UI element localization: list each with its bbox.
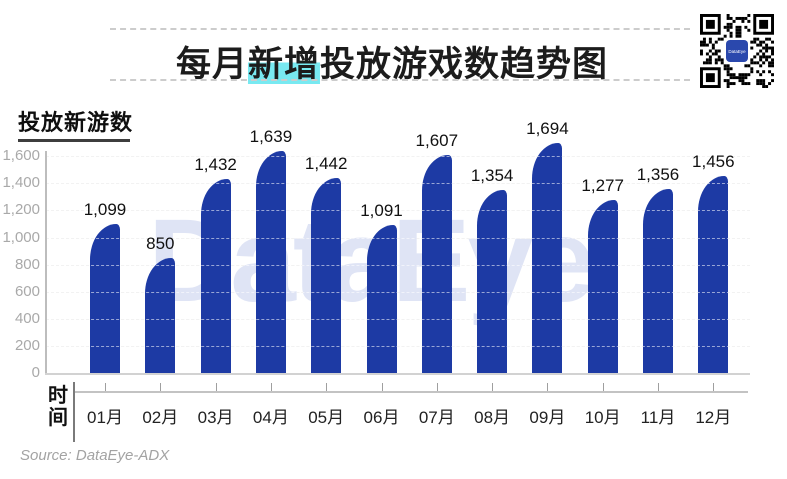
y-tick-label: 200 <box>14 336 40 354</box>
bar <box>255 150 286 373</box>
gridline-overlay <box>46 345 750 347</box>
y-axis-title-underline <box>18 139 130 142</box>
x-tick-label: 12月 <box>695 408 732 427</box>
page-title: 每月新增投放游戏数趋势图 <box>176 36 608 87</box>
x-axis-title-char-2: 间 <box>48 407 68 429</box>
y-axis-line <box>45 151 47 373</box>
x-tick-label: 11月 <box>640 408 676 427</box>
y-tick-label: 1,000 <box>2 228 40 246</box>
x-axis-tick <box>326 383 328 391</box>
x-tick-label: 09月 <box>529 408 566 427</box>
y-tick-label: 0 <box>31 364 40 381</box>
x-tick-label: 10月 <box>584 408 621 427</box>
bar-value-label: 1,639 <box>249 126 293 146</box>
bar <box>311 177 342 373</box>
x-axis-tick <box>713 383 715 391</box>
title-highlight: 新增 <box>247 45 321 84</box>
bar <box>643 189 673 373</box>
bar <box>145 257 176 373</box>
x-tick-label: 03月 <box>197 408 234 427</box>
bar-value-label: 1,694 <box>526 119 569 139</box>
bar <box>477 189 508 373</box>
x-axis-tick <box>105 383 106 391</box>
bar-value-label: 1,456 <box>692 151 735 171</box>
x-axis-title-char-1: 时 <box>48 385 68 407</box>
bar <box>90 224 120 373</box>
bar-value-label: 1,442 <box>304 153 348 173</box>
gridline-overlay <box>46 318 750 320</box>
y-tick-label: 1,200 <box>2 201 40 219</box>
y-axis-title: 投放新游数 <box>18 110 134 135</box>
x-axis-tick <box>658 383 659 391</box>
bar-value-label: 1,277 <box>581 175 624 195</box>
bar-value-label: 1,432 <box>194 154 237 174</box>
x-axis-tick <box>602 383 604 391</box>
x-axis-tick <box>547 383 549 391</box>
bar-value-label: 850 <box>146 233 175 253</box>
bar-value-label: 1,099 <box>83 200 127 220</box>
gridline-overlay <box>46 264 750 266</box>
bar-value-label: 1,356 <box>636 165 680 185</box>
bar <box>698 175 729 373</box>
bar <box>587 199 618 373</box>
y-tick-label: 1,600 <box>2 147 40 165</box>
x-tick-label: 01月 <box>87 408 123 427</box>
plot-baseline <box>45 373 750 375</box>
x-axis-tick <box>436 383 438 391</box>
bar <box>366 225 397 373</box>
gridline-overlay <box>46 210 750 212</box>
x-axis-divider <box>73 382 75 442</box>
y-tick-label: 600 <box>14 282 40 300</box>
bar <box>421 155 452 373</box>
x-axis-tick <box>270 383 272 391</box>
source-note: Source: DataEye-ADX <box>20 447 170 464</box>
gridline-overlay <box>46 291 750 293</box>
x-tick-label: 04月 <box>252 408 289 427</box>
y-tick-label: 800 <box>14 255 40 273</box>
title-prefix: 每月 <box>175 45 248 84</box>
x-tick-label: 05月 <box>308 408 345 427</box>
bar-value-label: 1,091 <box>360 201 403 221</box>
qr-code-pattern: DataEye <box>700 14 774 88</box>
bar <box>532 143 563 373</box>
x-axis-tick <box>215 383 217 391</box>
x-axis-tick <box>160 383 162 391</box>
bar-value-label: 1,607 <box>415 131 459 151</box>
x-tick-label: 07月 <box>418 408 455 427</box>
qr-logo-text: DataEye <box>728 49 746 54</box>
header-bottom-dashed-divider <box>110 79 690 81</box>
qr-code: DataEye <box>700 14 774 88</box>
y-tick-label: 400 <box>14 309 40 327</box>
x-tick-label: 08月 <box>474 408 511 427</box>
bar <box>200 178 231 373</box>
gridline-overlay <box>46 183 750 185</box>
x-axis-line <box>75 391 748 393</box>
gridline-overlay <box>46 237 750 239</box>
title-suffix: 投放游戏数趋势图 <box>320 45 609 84</box>
header-top-dashed-divider <box>110 28 690 30</box>
x-axis-title: 时间 <box>45 385 71 429</box>
x-axis-tick <box>492 383 494 391</box>
bar-value-label: 1,354 <box>470 165 514 185</box>
y-tick-label: 1,400 <box>2 174 40 192</box>
x-tick-label: 02月 <box>142 408 179 427</box>
x-tick-label: 06月 <box>363 408 400 427</box>
gridline-overlay <box>46 156 750 158</box>
x-axis-tick <box>381 383 383 391</box>
